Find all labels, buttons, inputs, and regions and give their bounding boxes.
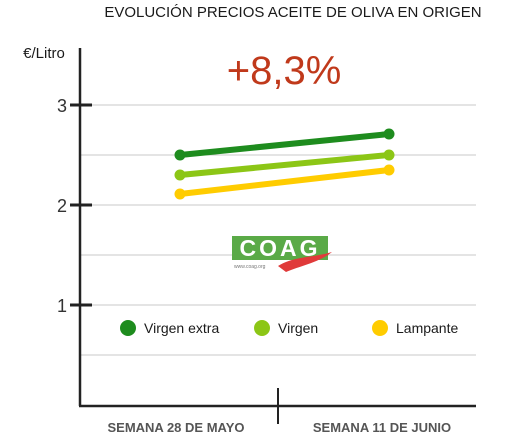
series-virgen (174, 149, 395, 181)
y-axis-label: €/Litro (23, 45, 65, 62)
y-axis-ticks: 1 2 3 (57, 96, 92, 316)
series-lampante (174, 164, 395, 200)
data-point (174, 169, 186, 181)
x-category-label: SEMANA 28 DE MAYO (107, 420, 244, 435)
coag-logo-url: www.coag.org (234, 264, 266, 270)
y-tick-label: 3 (57, 96, 67, 116)
coag-logo-box (232, 236, 328, 260)
series-line (177, 131, 392, 158)
legend-label: Lampante (396, 320, 458, 336)
legend-label: Virgen extra (144, 320, 219, 336)
legend-marker (372, 320, 388, 336)
coag-logo-swoosh (278, 252, 332, 272)
data-point (174, 188, 186, 200)
series-line (177, 167, 392, 197)
legend: Virgen extra Virgen Lampante (120, 320, 458, 336)
data-point (383, 128, 395, 140)
legend-label: Virgen (278, 320, 318, 336)
coag-logo-text: COAG (240, 235, 321, 261)
x-axis-categories: SEMANA 28 DE MAYO SEMANA 11 DE JUNIO (107, 420, 451, 435)
data-point (174, 149, 186, 161)
series-line (177, 152, 392, 178)
chart-title: EVOLUCIÓN PRECIOS ACEITE DE OLIVA EN ORI… (104, 4, 481, 21)
coag-logo: COAG www.coag.org (232, 235, 332, 272)
change-annotation: +8,3% (227, 49, 342, 93)
legend-marker (254, 320, 270, 336)
series-lines (174, 128, 395, 200)
data-point (383, 149, 395, 161)
data-point (383, 164, 395, 176)
x-category-label: SEMANA 11 DE JUNIO (313, 420, 451, 435)
y-tick-label: 2 (57, 196, 67, 216)
y-tick-label: 1 (57, 296, 67, 316)
series-virgen-extra (174, 128, 395, 161)
legend-marker (120, 320, 136, 336)
